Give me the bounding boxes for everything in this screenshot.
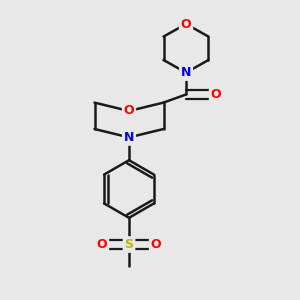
Text: N: N: [181, 66, 191, 79]
Text: O: O: [151, 238, 161, 251]
Text: O: O: [211, 88, 221, 101]
Text: S: S: [124, 238, 134, 251]
Text: N: N: [124, 131, 134, 144]
Text: O: O: [124, 104, 134, 118]
Text: O: O: [97, 238, 107, 251]
Text: O: O: [181, 17, 191, 31]
